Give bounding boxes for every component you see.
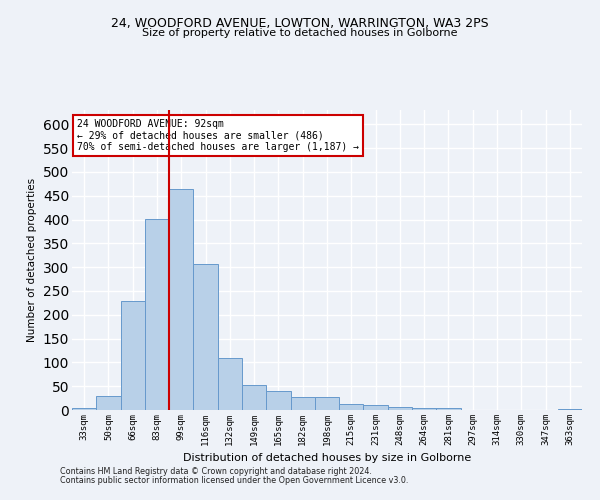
Bar <box>72 408 96 410</box>
Bar <box>558 409 582 410</box>
X-axis label: Distribution of detached houses by size in Golborne: Distribution of detached houses by size … <box>183 454 471 464</box>
Bar <box>364 405 388 410</box>
Text: Contains HM Land Registry data © Crown copyright and database right 2024.: Contains HM Land Registry data © Crown c… <box>60 468 372 476</box>
Bar <box>96 396 121 410</box>
Bar <box>388 407 412 410</box>
Text: Size of property relative to detached houses in Golborne: Size of property relative to detached ho… <box>142 28 458 38</box>
Bar <box>169 188 193 410</box>
Bar <box>290 397 315 410</box>
Text: 24 WOODFORD AVENUE: 92sqm
← 29% of detached houses are smaller (486)
70% of semi: 24 WOODFORD AVENUE: 92sqm ← 29% of detac… <box>77 119 359 152</box>
Bar <box>436 408 461 410</box>
Bar <box>339 404 364 410</box>
Bar <box>412 408 436 410</box>
Bar <box>218 358 242 410</box>
Bar <box>315 397 339 410</box>
Bar <box>121 302 145 410</box>
Bar <box>266 391 290 410</box>
Bar <box>193 264 218 410</box>
Y-axis label: Number of detached properties: Number of detached properties <box>27 178 37 342</box>
Bar <box>145 218 169 410</box>
Text: 24, WOODFORD AVENUE, LOWTON, WARRINGTON, WA3 2PS: 24, WOODFORD AVENUE, LOWTON, WARRINGTON,… <box>111 18 489 30</box>
Bar <box>242 385 266 410</box>
Text: Contains public sector information licensed under the Open Government Licence v3: Contains public sector information licen… <box>60 476 409 485</box>
